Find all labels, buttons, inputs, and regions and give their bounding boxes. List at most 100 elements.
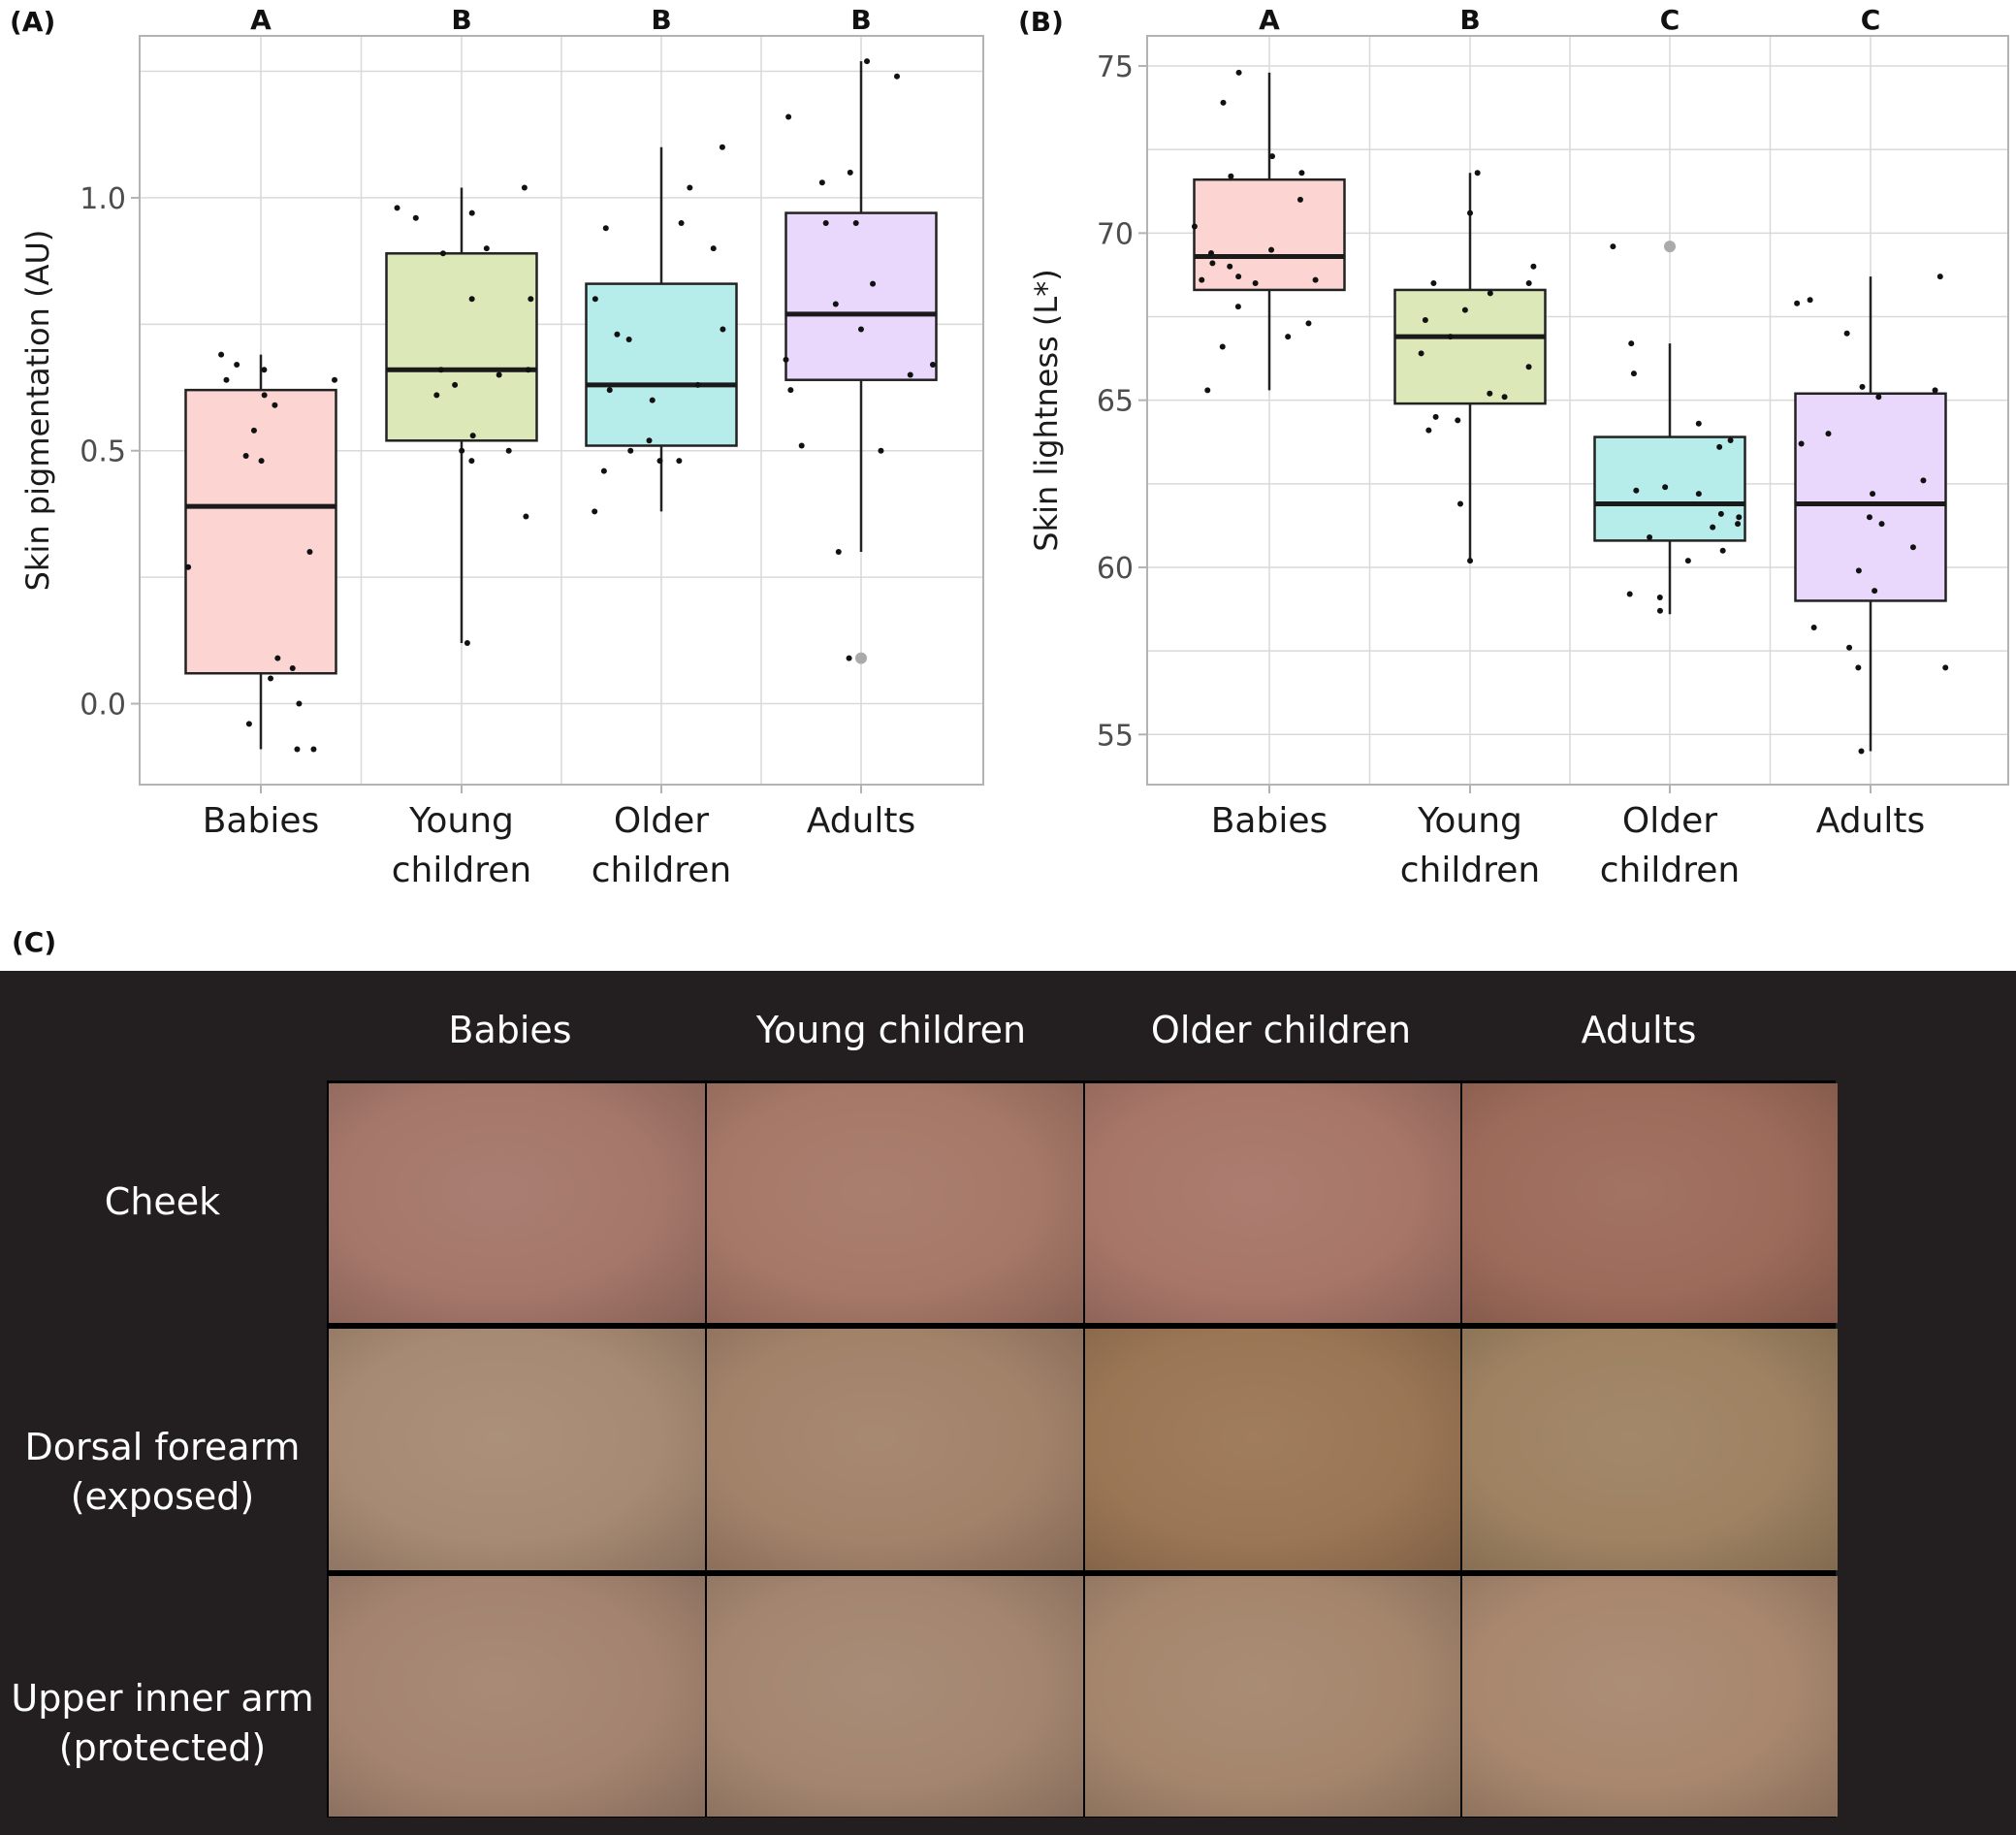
data-point [847,169,853,176]
skin-swatch-panel: Babies Young children Older children Adu… [0,971,2016,1835]
data-point [261,392,268,399]
data-point [468,209,475,216]
data-point [627,447,634,454]
data-point [1626,591,1633,597]
data-point [1810,625,1817,631]
x-tick-label: children [1400,851,1540,890]
x-tick-label: Babies [203,801,320,841]
data-point [1298,170,1305,177]
data-point [439,250,446,257]
data-point [1630,370,1637,377]
data-point [1234,304,1241,310]
data-point [1719,547,1726,554]
data-point [1825,431,1832,437]
y-tick-label: 75 [1097,50,1134,84]
data-point [433,392,440,399]
data-point [296,700,303,707]
data-point [1628,340,1635,347]
data-point [1219,343,1226,350]
data-point [1855,664,1862,671]
data-point [1794,300,1801,306]
data-point [1235,274,1242,280]
data-point [258,458,265,465]
data-point [242,452,249,459]
data-point [1269,153,1275,160]
data-point [1447,334,1454,340]
x-tick-label: Older [1622,801,1717,841]
box [784,211,938,381]
y-tick-label: 65 [1097,385,1134,419]
data-point [294,746,301,753]
box [385,252,538,442]
data-point [1936,274,1943,280]
row-label-cheek: Cheek [0,1177,325,1227]
data-point [907,371,913,378]
data-point [852,220,859,226]
data-point [1909,544,1916,551]
data-point [1220,99,1227,106]
data-point [412,214,419,221]
data-point [646,437,653,444]
skin-swatch-r0-c3 [1462,1083,1838,1323]
data-point [694,381,701,388]
data-point [864,58,871,65]
data-point [1235,69,1242,76]
data-point [846,655,852,661]
plot-border [1146,35,2009,786]
data-point [1457,500,1464,507]
x-tick-label: Adults [1816,801,1926,841]
data-point [600,467,607,474]
data-point [469,433,476,439]
data-point [521,184,528,191]
data-point [1252,280,1259,287]
data-point [1191,223,1198,230]
panel-tag: (B) [1018,6,1064,38]
box [1393,288,1547,405]
data-point [1530,263,1537,270]
data-point [1872,588,1878,595]
data-point [1807,297,1813,304]
data-point [656,458,663,465]
data-point [289,665,296,672]
data-point [785,113,792,120]
data-point [523,513,529,520]
skin-swatch-r1-c1 [707,1329,1083,1570]
data-point [1633,487,1640,494]
x-tick-label: Adults [807,801,916,841]
data-point [1461,306,1468,313]
skin-swatch-r2-c3 [1462,1576,1838,1817]
data-point [310,746,317,753]
data-point [1656,595,1663,600]
row-label-upper-inner-arm: Upper inner arm (protected) [0,1674,325,1773]
row-label-dorsal-forearm: Dorsal forearm (exposed) [0,1423,325,1522]
data-point [394,205,400,211]
data-point [710,245,717,252]
data-point [1717,510,1724,517]
x-tick-label: Young [1417,801,1522,841]
data-point [1875,394,1882,401]
data-point [1695,491,1702,498]
data-point [893,73,900,80]
panel-tag: (A) [10,6,55,38]
data-point [929,362,936,369]
skin-swatch-r1-c3 [1462,1329,1838,1570]
x-tick-label: children [592,851,731,890]
data-point [719,144,725,150]
box [585,282,738,447]
data-point [1920,477,1927,484]
y-tick-label: 60 [1097,552,1134,586]
box [1593,435,1746,542]
data-point [720,326,726,333]
data-point [676,458,683,465]
significance-letter: B [850,4,871,36]
box [1794,392,1947,602]
significance-letter: A [250,4,272,36]
data-point [1228,173,1234,179]
data-point [1647,533,1653,540]
data-point [1467,209,1474,216]
data-point [1684,558,1691,564]
data-point [437,367,444,373]
data-point [857,326,864,333]
data-point [505,447,512,454]
box [184,388,337,675]
